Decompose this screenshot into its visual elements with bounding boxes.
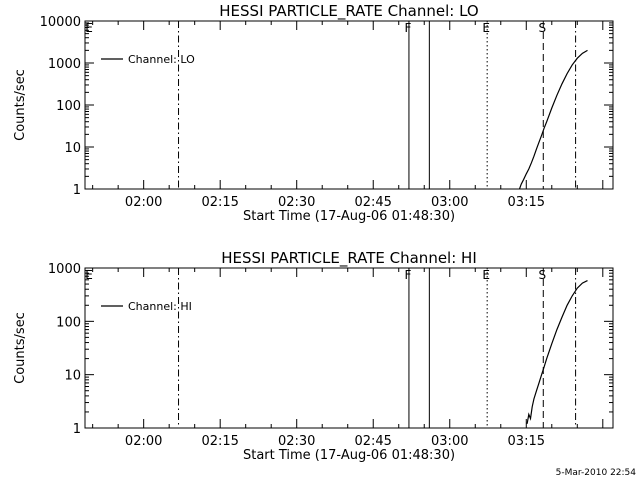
legend-label: Channel: LO xyxy=(128,53,195,66)
plot-frame xyxy=(84,20,614,190)
edge-marker-label: E xyxy=(85,268,93,282)
marker-label: F xyxy=(404,268,411,282)
legend-label: Channel: HI xyxy=(128,300,192,313)
y-tick-label: 100 xyxy=(56,315,81,330)
x-tick-label: 03:15 xyxy=(508,434,545,449)
y-tick-label: 1000 xyxy=(48,57,81,72)
y-tick-label: 10 xyxy=(64,369,81,384)
series-line xyxy=(526,280,588,424)
edge-marker-label: E xyxy=(85,21,93,35)
y-tick-label: 10 xyxy=(64,141,81,156)
x-tick-label: 02:30 xyxy=(278,434,315,449)
x-tick-label: 02:15 xyxy=(201,434,238,449)
y-tick-label: 1 xyxy=(73,422,81,437)
y-tick-label: 10000 xyxy=(40,15,81,30)
marker-label: S xyxy=(538,21,546,35)
x-tick-label: 03:15 xyxy=(508,195,545,210)
chart-title: HESSI PARTICLE_RATE Channel: HI xyxy=(221,249,477,268)
footer-timestamp: 5-Mar-2010 22:54 xyxy=(556,468,637,478)
x-tick-label: 03:00 xyxy=(431,195,468,210)
x-tick-label: 02:45 xyxy=(354,195,391,210)
x-tick-label: 02:00 xyxy=(125,434,162,449)
y-tick-label: 1000 xyxy=(48,262,81,277)
marker-label: F xyxy=(404,21,411,35)
chart-title: HESSI PARTICLE_RATE Channel: LO xyxy=(219,2,478,21)
y-axis-label: Counts/sec xyxy=(13,69,28,141)
x-tick-label: 02:45 xyxy=(354,434,391,449)
series-line xyxy=(518,49,588,189)
x-tick-label: 03:00 xyxy=(431,434,468,449)
x-axis-label: Start Time (17-Aug-06 01:48:30) xyxy=(243,448,455,463)
x-tick-label: 02:15 xyxy=(201,195,238,210)
x-tick-label: 02:30 xyxy=(278,195,315,210)
marker-label: E xyxy=(482,21,490,35)
marker-label: E xyxy=(482,268,490,282)
x-tick-label: 02:00 xyxy=(125,195,162,210)
y-tick-label: 1 xyxy=(73,183,81,198)
y-axis-label: Counts/sec xyxy=(13,312,28,384)
y-tick-label: 100 xyxy=(56,99,81,114)
plot-frame xyxy=(84,267,614,429)
marker-label: S xyxy=(538,268,546,282)
x-axis-label: Start Time (17-Aug-06 01:48:30) xyxy=(243,209,455,224)
